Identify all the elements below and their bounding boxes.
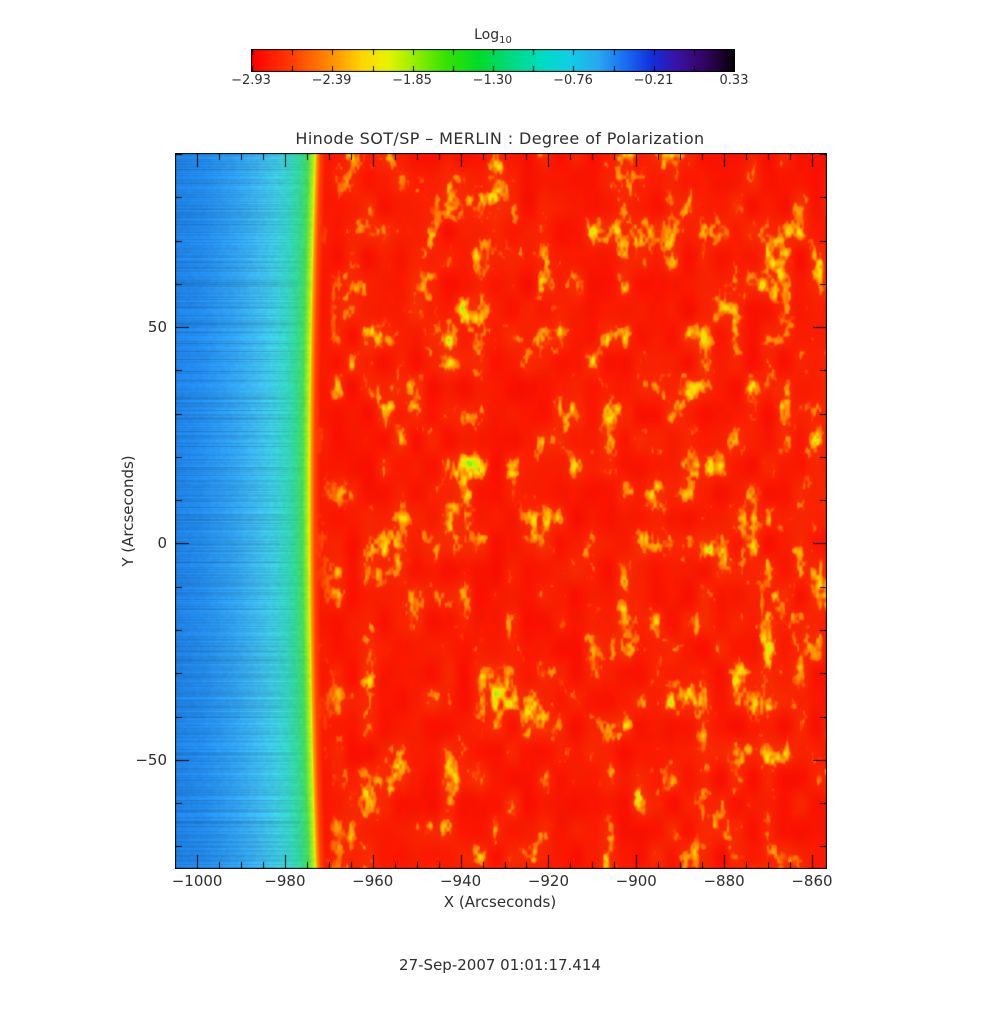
- y-tick-label: −50: [135, 750, 167, 769]
- x-tick-label: −860: [791, 872, 833, 890]
- x-tick-label: −960: [352, 872, 394, 890]
- colorbar-tick-label: −1.30: [472, 73, 513, 88]
- colorbar-tick-label: −2.39: [311, 73, 352, 88]
- y-tick-label: 0: [157, 534, 167, 553]
- colorbar-tick-label: −0.76: [553, 73, 593, 88]
- chart-title: Hinode SOT/SP – MERLIN : Degree of Polar…: [295, 129, 705, 148]
- colorbar: [251, 49, 735, 72]
- colorbar-tick-label: 0.33: [719, 73, 749, 88]
- x-tick-label: −880: [703, 872, 745, 890]
- x-tick-label: −900: [615, 872, 657, 890]
- y-axis-label: Y (Arcseconds): [119, 455, 137, 567]
- x-tick-label: −1000: [171, 872, 223, 890]
- x-axis-label: X (Arcseconds): [443, 893, 557, 911]
- colorbar-tick-label: −0.21: [633, 73, 674, 88]
- colorbar-tick-label: −2.93: [231, 73, 271, 88]
- colorbar-title-subscript: 10: [499, 34, 512, 46]
- colorbar-tick-label: −1.85: [392, 73, 432, 88]
- x-tick-label: −920: [527, 872, 570, 890]
- colorbar-title: Log10: [251, 27, 735, 46]
- colorbar-title-text: Log: [474, 27, 500, 43]
- y-tick-label: 50: [147, 318, 167, 337]
- heatmap-plot: [175, 153, 827, 869]
- x-tick-label: −940: [439, 872, 482, 890]
- x-tick-label: −980: [264, 872, 306, 890]
- timestamp: 27-Sep-2007 01:01:17.414: [399, 956, 601, 974]
